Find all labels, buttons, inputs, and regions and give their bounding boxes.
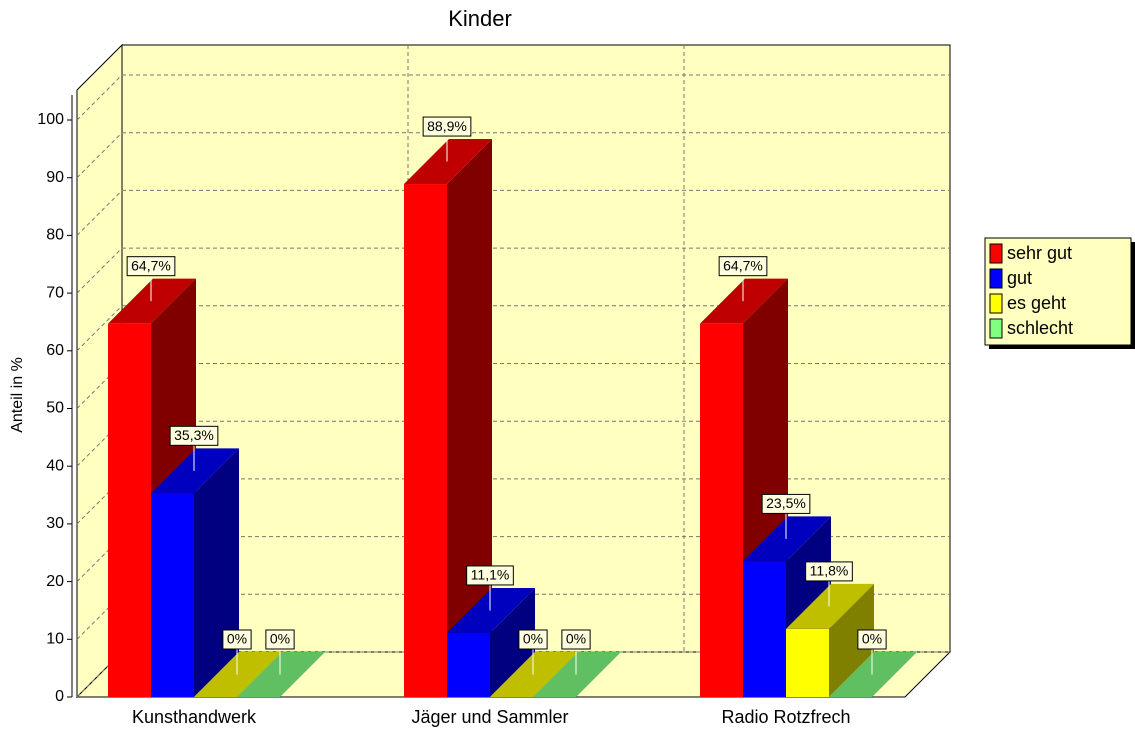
value-label-box	[805, 561, 853, 582]
y-tick-label: 40	[46, 457, 64, 474]
bar-top	[194, 652, 282, 697]
value-label: 11,8%	[810, 563, 849, 579]
bar-top	[490, 652, 578, 697]
grid-line	[76, 536, 123, 582]
bar-front	[108, 323, 151, 697]
legend-swatch	[989, 318, 1003, 339]
value-label-box	[561, 629, 591, 650]
value-label: 0%	[862, 631, 882, 647]
grid-line	[76, 74, 123, 121]
y-tick-label: 50	[46, 400, 64, 417]
value-label: 88,9%	[427, 118, 467, 134]
y-tick-label: 20	[46, 573, 64, 590]
x-tick-label: Kunsthandwerk	[132, 707, 257, 727]
chart-title: Kinder	[448, 6, 512, 31]
bar	[151, 448, 239, 697]
value-label-box	[518, 629, 548, 650]
value-label-box	[126, 256, 176, 277]
grid-line	[76, 247, 123, 294]
bar-top	[700, 278, 788, 324]
value-label: 23,5%	[766, 495, 806, 511]
value-label: 0%	[227, 631, 247, 647]
legend-label: es geht	[1007, 293, 1066, 313]
x-tick-label: Jäger und Sammler	[411, 707, 568, 727]
bar-front	[404, 184, 447, 697]
value-label: 11,1%	[471, 567, 510, 583]
value-label-box	[422, 116, 472, 137]
grid-line	[76, 651, 123, 698]
bar	[533, 652, 621, 697]
bar-front	[447, 632, 490, 697]
y-tick-label: 30	[46, 515, 64, 532]
legend-label: schlecht	[1007, 318, 1073, 338]
bar	[237, 652, 325, 697]
bar-top	[447, 587, 535, 633]
y-tick-label: 10	[46, 631, 64, 648]
value-label-box	[857, 629, 887, 650]
value-label-box	[718, 256, 768, 277]
bar-top	[786, 583, 874, 629]
bar-top	[404, 139, 492, 185]
value-label-box	[761, 493, 811, 514]
bar-top	[108, 278, 196, 324]
legend-label: sehr gut	[1007, 243, 1072, 263]
value-label: 0%	[523, 631, 543, 647]
value-label: 0%	[566, 631, 586, 647]
y-tick-label: 0	[55, 688, 64, 705]
value-label: 64,7%	[131, 257, 171, 273]
legend-label: gut	[1007, 268, 1032, 288]
bar-top	[237, 652, 325, 697]
value-label-box	[265, 629, 295, 650]
bar-front	[743, 561, 786, 697]
bar	[786, 583, 874, 697]
bar-top	[151, 448, 239, 494]
y-axis-label: Anteil in %	[9, 357, 26, 433]
bar	[194, 652, 282, 697]
y-tick-label: 60	[46, 342, 64, 359]
bar	[404, 139, 492, 697]
legend-swatch	[989, 268, 1003, 289]
bar-top	[829, 652, 917, 697]
bar-top	[743, 516, 831, 562]
value-label-box	[466, 565, 514, 586]
value-label: 35,3%	[174, 427, 214, 443]
bar-side	[490, 587, 535, 697]
value-label: 64,7%	[723, 257, 763, 273]
bar-front	[700, 323, 743, 697]
y-tick-label: 80	[46, 227, 64, 244]
x-tick-label: Radio Rotzfrech	[721, 707, 850, 727]
value-label: 0%	[270, 631, 290, 647]
grid-line	[76, 420, 123, 467]
value-label-box	[169, 425, 219, 446]
bar-top	[533, 652, 621, 697]
bar	[490, 652, 578, 697]
grid-line	[76, 593, 123, 640]
legend-swatch	[989, 243, 1003, 264]
bar-side	[829, 583, 874, 697]
value-label-box	[222, 629, 252, 650]
bar-side	[447, 139, 492, 697]
bar-front	[786, 628, 829, 697]
grid-line	[76, 363, 123, 409]
grid-line	[76, 132, 123, 179]
grid-line	[76, 190, 123, 236]
bar	[829, 652, 917, 697]
legend-swatch	[989, 293, 1003, 314]
grid-line	[76, 305, 123, 352]
legend	[984, 237, 1132, 346]
bar	[447, 587, 535, 697]
y-tick-label: 70	[46, 284, 64, 301]
y-tick-label: 90	[46, 169, 64, 186]
y-tick-label: 100	[37, 111, 64, 128]
bar-front	[151, 493, 194, 697]
grid-line	[76, 478, 123, 525]
